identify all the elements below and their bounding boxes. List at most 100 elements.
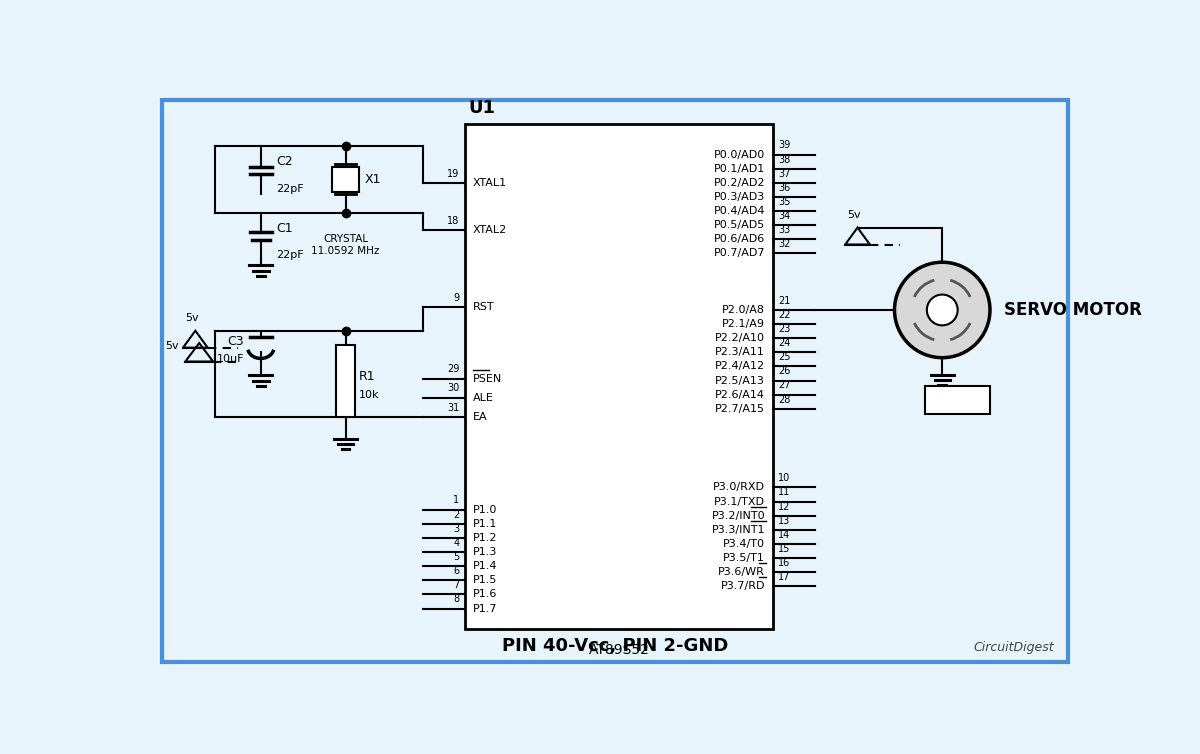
- Bar: [331, 167, 359, 192]
- Text: R1: R1: [359, 370, 376, 384]
- Bar: [336, 345, 355, 417]
- Text: 28: 28: [779, 394, 791, 405]
- Text: 19: 19: [448, 169, 460, 179]
- Text: 13: 13: [779, 516, 791, 526]
- Text: 29: 29: [448, 364, 460, 374]
- Text: CRYSTAL
11.0592 MHz: CRYSTAL 11.0592 MHz: [311, 234, 379, 256]
- Text: P1.7: P1.7: [473, 603, 497, 614]
- Text: 4: 4: [454, 538, 460, 548]
- Text: 17: 17: [779, 572, 791, 582]
- Text: 22: 22: [779, 310, 791, 320]
- Text: P1.5: P1.5: [473, 575, 497, 585]
- Text: P0.6/AD6: P0.6/AD6: [714, 234, 766, 244]
- Text: AT89S52: AT89S52: [588, 642, 649, 657]
- Text: 14: 14: [779, 530, 791, 540]
- Text: P3.2/INT0: P3.2/INT0: [712, 510, 766, 521]
- Text: 23: 23: [779, 324, 791, 334]
- Text: 10: 10: [779, 474, 791, 483]
- Text: RST: RST: [473, 302, 494, 312]
- Text: PSEN: PSEN: [473, 373, 502, 384]
- Text: 27: 27: [779, 381, 791, 391]
- Text: 31: 31: [448, 403, 460, 412]
- Bar: [464, 124, 773, 629]
- Text: 36: 36: [779, 182, 791, 193]
- Text: 3: 3: [454, 524, 460, 534]
- Text: 37: 37: [779, 169, 791, 179]
- Text: 38: 38: [779, 155, 791, 164]
- Text: 5: 5: [454, 552, 460, 562]
- Text: 2: 2: [454, 510, 460, 520]
- Text: P0.5/AD5: P0.5/AD5: [714, 220, 766, 230]
- Text: P0.7/AD7: P0.7/AD7: [714, 249, 766, 259]
- Text: P1.3: P1.3: [473, 547, 497, 557]
- Text: 33: 33: [779, 225, 791, 235]
- Text: +88.8: +88.8: [940, 394, 976, 406]
- Text: 16: 16: [779, 558, 791, 568]
- Text: CircuitDigest: CircuitDigest: [973, 641, 1054, 654]
- Text: 6: 6: [454, 566, 460, 576]
- Text: P2.1/A9: P2.1/A9: [722, 319, 766, 329]
- Text: P0.2/AD2: P0.2/AD2: [714, 178, 766, 188]
- Text: XTAL1: XTAL1: [473, 179, 506, 188]
- Text: P3.0/RXD: P3.0/RXD: [713, 483, 766, 492]
- Circle shape: [926, 295, 958, 326]
- Text: 5v: 5v: [185, 313, 198, 323]
- Text: P0.0/AD0: P0.0/AD0: [714, 149, 766, 160]
- Text: P1.0: P1.0: [473, 504, 497, 515]
- Text: P2.2/A10: P2.2/A10: [715, 333, 766, 343]
- Text: SERVO MOTOR: SERVO MOTOR: [1004, 301, 1141, 319]
- Text: 25: 25: [779, 352, 791, 362]
- Text: C2: C2: [276, 155, 293, 168]
- Text: XTAL2: XTAL2: [473, 225, 506, 234]
- Text: U1: U1: [469, 99, 496, 117]
- Text: P3.6/WR: P3.6/WR: [719, 567, 766, 578]
- Text: 22pF: 22pF: [276, 185, 304, 195]
- Text: P1.6: P1.6: [473, 590, 497, 599]
- Bar: [925, 386, 990, 414]
- Text: 34: 34: [779, 211, 791, 221]
- Text: P2.7/A15: P2.7/A15: [715, 404, 766, 414]
- Text: P3.3/INT1: P3.3/INT1: [712, 525, 766, 535]
- FancyBboxPatch shape: [162, 100, 1068, 662]
- Text: P3.1/TXD: P3.1/TXD: [714, 497, 766, 507]
- Text: 32: 32: [779, 239, 791, 250]
- Text: 21: 21: [779, 296, 791, 305]
- Text: 11: 11: [779, 487, 791, 498]
- Text: P1.4: P1.4: [473, 561, 497, 572]
- Text: 26: 26: [779, 366, 791, 376]
- Text: P2.0/A8: P2.0/A8: [722, 305, 766, 315]
- Text: 12: 12: [779, 501, 791, 511]
- Text: P0.4/AD4: P0.4/AD4: [714, 206, 766, 216]
- Text: P2.3/A11: P2.3/A11: [715, 348, 766, 357]
- Text: C3: C3: [227, 335, 244, 348]
- Text: P3.4/T0: P3.4/T0: [724, 539, 766, 549]
- Text: 30: 30: [448, 384, 460, 394]
- Circle shape: [894, 262, 990, 357]
- Text: P0.3/AD3: P0.3/AD3: [714, 192, 766, 202]
- Text: EA: EA: [473, 412, 487, 422]
- Text: 22pF: 22pF: [276, 250, 304, 260]
- Text: P0.1/AD1: P0.1/AD1: [714, 164, 766, 173]
- Text: P2.4/A12: P2.4/A12: [715, 361, 766, 372]
- Text: P3.7/RD: P3.7/RD: [721, 581, 766, 591]
- Text: PIN 40-Vcc, PIN 2-GND: PIN 40-Vcc, PIN 2-GND: [502, 637, 728, 655]
- Text: P1.2: P1.2: [473, 533, 497, 543]
- Text: 9: 9: [454, 293, 460, 302]
- Text: C1: C1: [276, 222, 293, 235]
- Text: ALE: ALE: [473, 393, 493, 403]
- Text: 24: 24: [779, 338, 791, 348]
- Text: 15: 15: [779, 544, 791, 554]
- Text: 7: 7: [454, 580, 460, 590]
- Text: X1: X1: [365, 173, 382, 186]
- Text: 18: 18: [448, 216, 460, 225]
- Text: 1: 1: [454, 495, 460, 505]
- Text: P1.1: P1.1: [473, 519, 497, 529]
- Text: P3.5/T1: P3.5/T1: [724, 553, 766, 563]
- Text: 8: 8: [454, 594, 460, 604]
- Text: 10k: 10k: [359, 390, 379, 400]
- Text: P2.5/A13: P2.5/A13: [715, 375, 766, 385]
- Text: 5v: 5v: [166, 341, 179, 351]
- Text: 39: 39: [779, 140, 791, 150]
- Text: 35: 35: [779, 197, 791, 207]
- Text: 5v: 5v: [847, 210, 860, 220]
